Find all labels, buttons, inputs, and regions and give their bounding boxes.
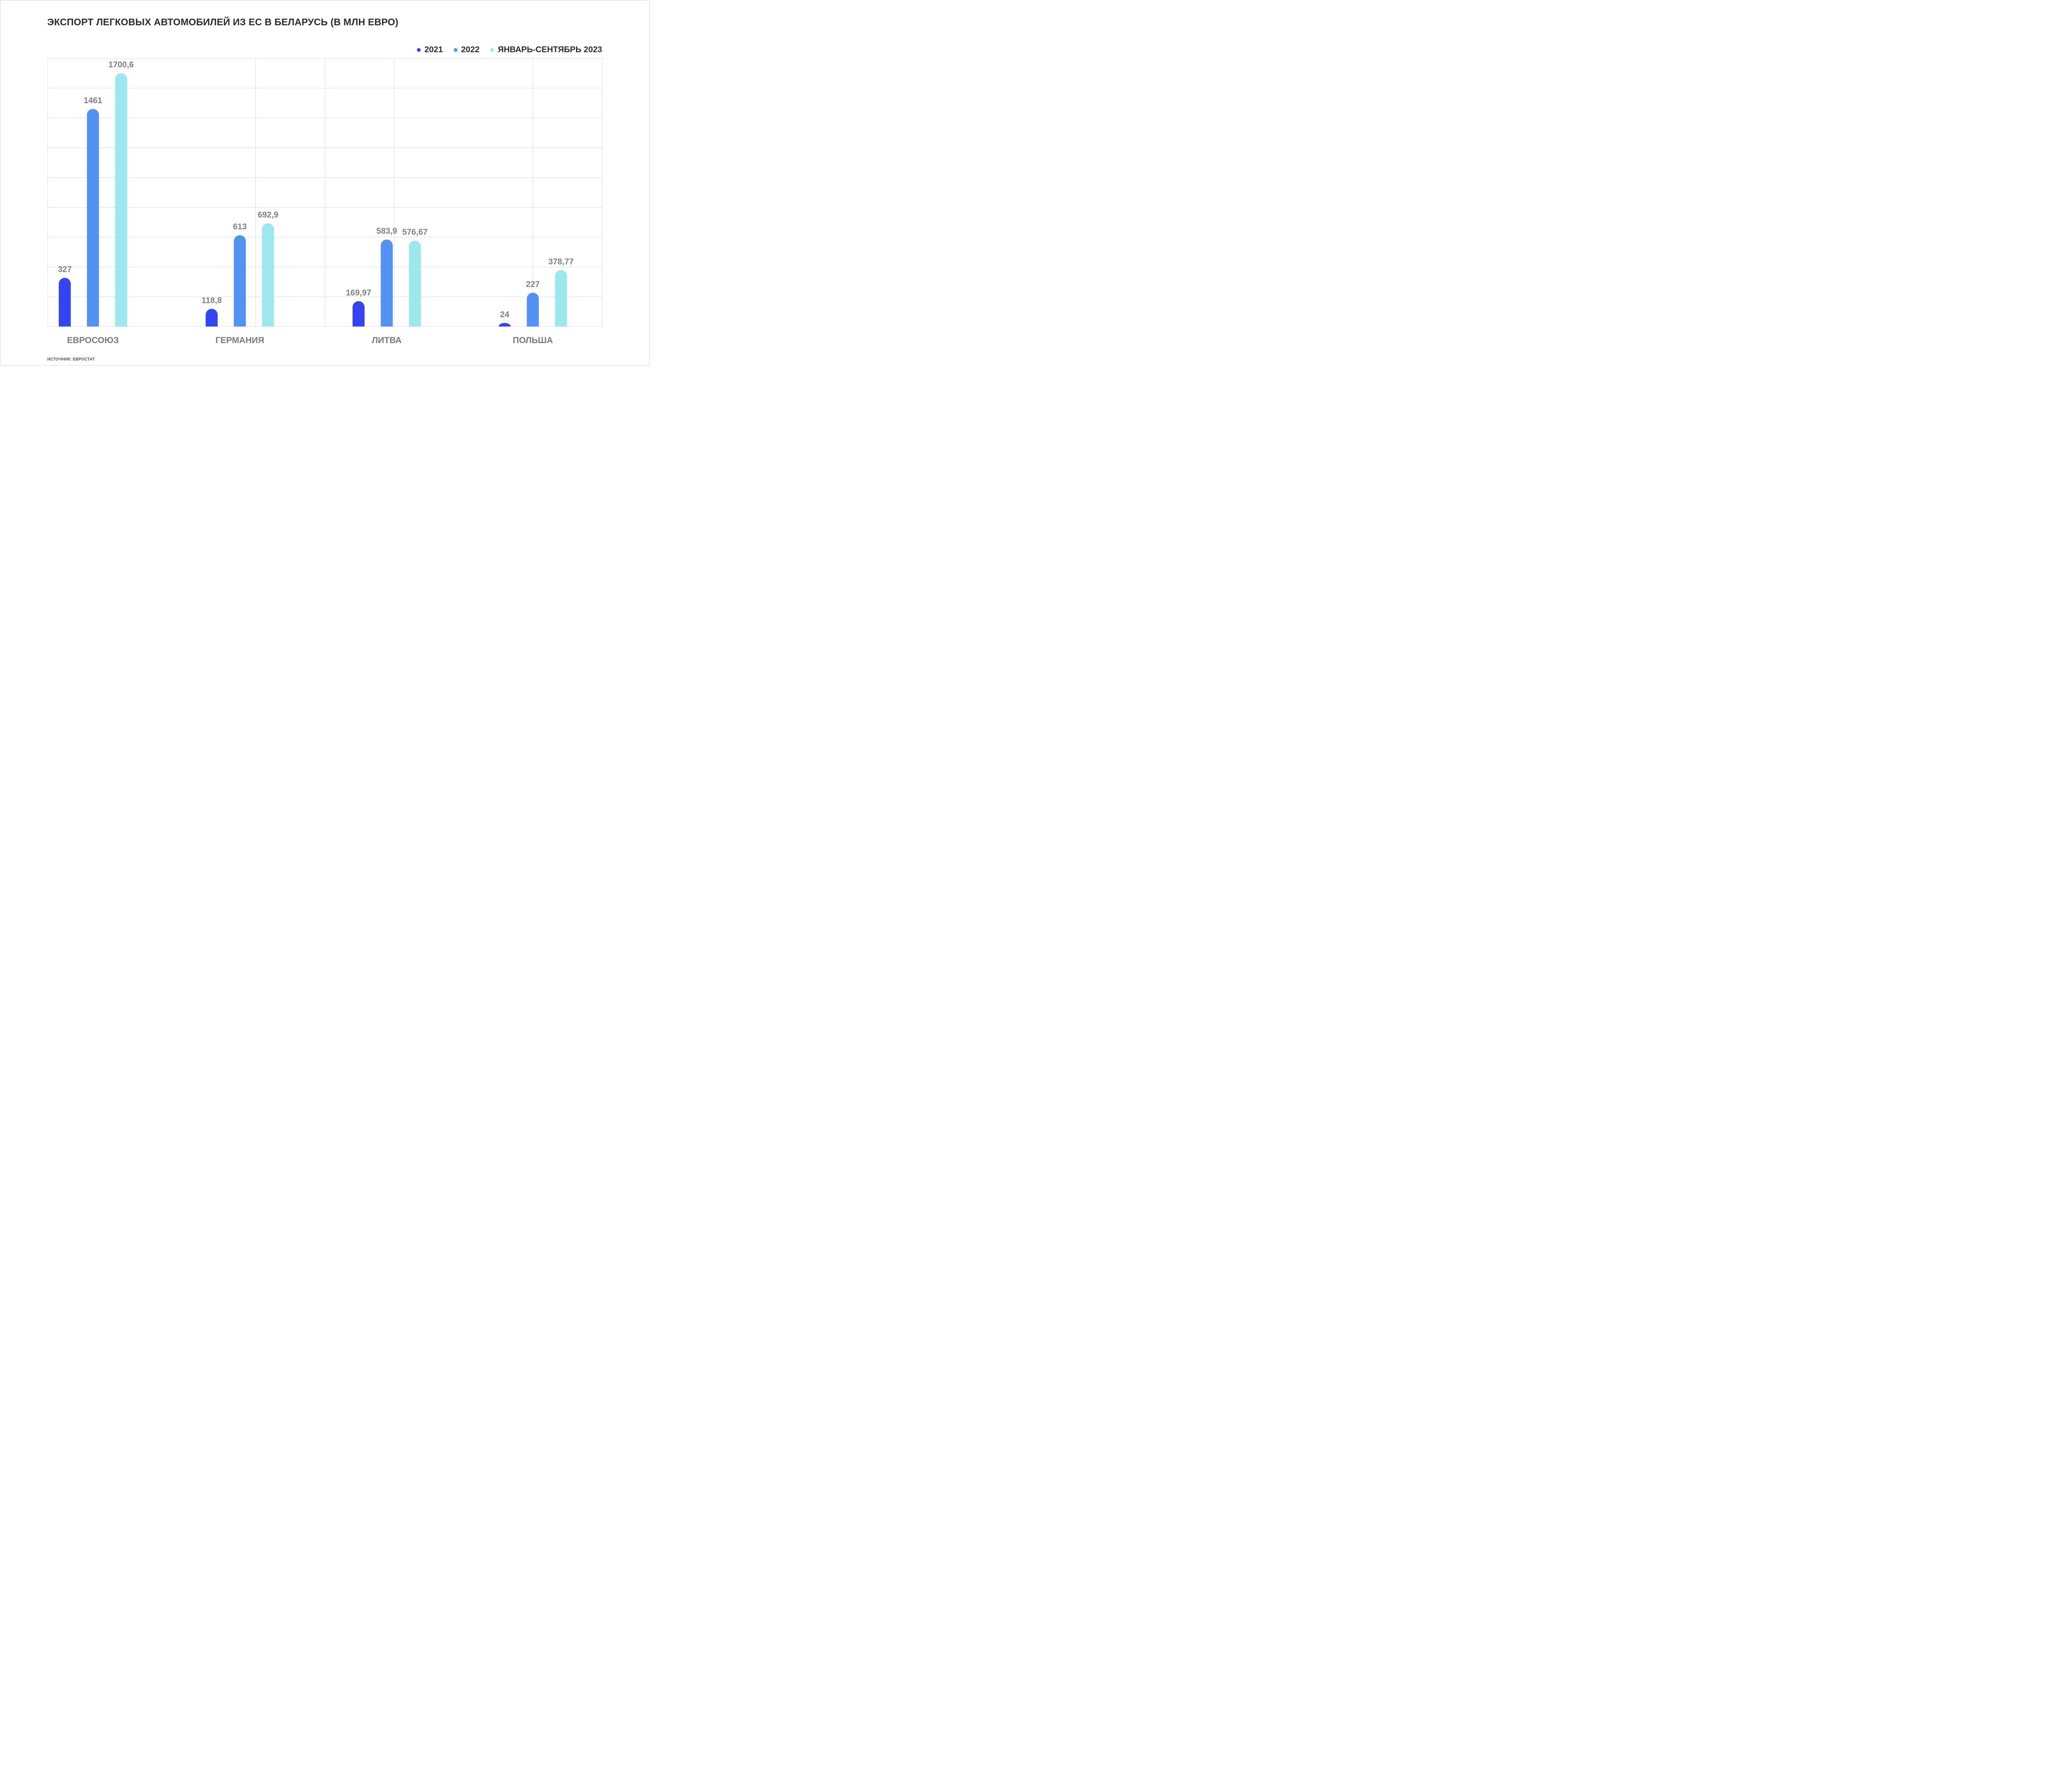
- bar-2021-1: [206, 309, 218, 327]
- data-label: 378,77: [548, 257, 574, 266]
- bar-chart: 327 1461 1700,6 ЕВРОСОЮЗ 118,8 613 692,9 ГЕРМАН…: [47, 58, 603, 345]
- data-label: 118,8: [201, 296, 222, 305]
- bar-2022-0: [87, 109, 99, 327]
- legend-marker-2023: [490, 48, 494, 52]
- legend: 2021 2022 ЯНВАРЬ-СЕНТЯБРЬ 2023: [417, 45, 602, 55]
- legend-item-2023: ЯНВАРЬ-СЕНТЯБРЬ 2023: [490, 45, 602, 55]
- data-label: 613: [233, 223, 247, 232]
- bar-2022-2: [380, 239, 393, 327]
- data-label: 24: [500, 310, 510, 319]
- bar-2021-2: [352, 301, 365, 327]
- legend-marker-2021: [417, 48, 421, 52]
- bar-январь-сентябрь-2023-1: [262, 223, 274, 327]
- bar-2021-3: [499, 323, 511, 327]
- source-note: ИСТОЧНИК: ЕВРОСТАТ: [47, 357, 95, 362]
- legend-label-2021: 2021: [424, 45, 443, 54]
- data-label: 1461: [84, 96, 102, 105]
- data-label: 576,67: [402, 228, 428, 237]
- bar-2022-3: [527, 293, 539, 327]
- bar-январь-сентябрь-2023-2: [409, 240, 421, 327]
- bar-январь-сентябрь-2023-0: [115, 73, 127, 327]
- legend-item-2021: 2021: [417, 45, 443, 55]
- data-label: 327: [58, 265, 72, 274]
- category-label: ЛИТВА: [372, 336, 402, 345]
- legend-item-2022: 2022: [453, 45, 480, 55]
- data-label: 169,97: [346, 288, 371, 298]
- bar-2021-0: [58, 278, 71, 327]
- bar-2022-1: [234, 235, 246, 327]
- data-label: 583,9: [376, 227, 397, 236]
- legend-label-2022: 2022: [461, 45, 480, 54]
- legend-label-2023: ЯНВАРЬ-СЕНТЯБРЬ 2023: [498, 45, 602, 54]
- data-label: 1700,6: [109, 60, 134, 70]
- legend-marker-2022: [453, 48, 457, 52]
- chart-frame: [0, 0, 650, 365]
- data-label: 692,9: [258, 210, 278, 220]
- category-label: ЕВРОСОЮЗ: [67, 336, 119, 345]
- data-label: 227: [526, 280, 540, 289]
- category-label: ГЕРМАНИЯ: [215, 336, 264, 345]
- bar-январь-сентябрь-2023-3: [555, 270, 567, 327]
- category-label: ПОЛЬША: [513, 336, 553, 345]
- chart-title: ЭКСПОРТ ЛЕГКОВЫХ АВТОМОБИЛЕЙ ИЗ ЕС В БЕЛ…: [47, 17, 399, 27]
